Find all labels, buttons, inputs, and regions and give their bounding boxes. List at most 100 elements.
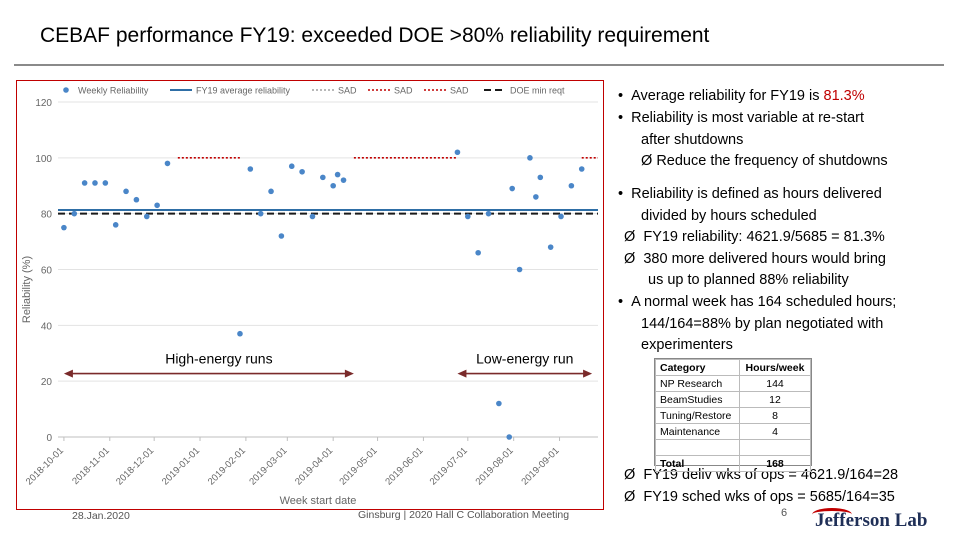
table-total-row: Total 168 [655, 455, 811, 472]
bullet-dot: • [618, 294, 624, 310]
x-tick-label: 2018-10-01 [24, 445, 66, 487]
data-point [516, 266, 523, 273]
arrow-bullet-icon: Ø [624, 229, 636, 245]
sub-bullet-sched-weeks-text: FY19 sched wks of ops = 5685/164=35 [643, 489, 895, 505]
x-tick-label: 2019-02-01 [206, 445, 248, 487]
data-point [454, 149, 461, 156]
arrow-left-icon [63, 369, 73, 378]
data-point [61, 224, 67, 231]
table-cell: BeamStudies [655, 391, 740, 408]
x-tick-label: 2019-08-01 [474, 445, 516, 487]
footer-date: 28.Jan.2020 [72, 510, 130, 522]
data-point [547, 244, 554, 250]
sub-bullet-fy19-reliability-text: FY19 reliability: 4621.9/5685 = 81.3% [643, 229, 885, 245]
data-point [320, 174, 326, 181]
y-tick-label: 120 [35, 98, 52, 109]
data-point [81, 180, 88, 186]
sub-bullet-shutdowns: Ø Reduce the frequency of shutdowns [641, 151, 888, 172]
y-tick-label: 100 [35, 154, 52, 165]
x-tick-label: 2018-12-01 [114, 445, 156, 487]
table-spacer-row [655, 439, 811, 456]
bullet-4-line1: A normal week has 164 scheduled hours; [631, 294, 897, 310]
chart-frame [16, 80, 604, 510]
legend-label: DOE min reqt [510, 86, 565, 96]
bullet-2: • Reliability is most variable at re-sta… [618, 108, 864, 129]
data-point [537, 174, 544, 181]
table-row: BeamStudies 12 [655, 391, 811, 408]
table-cell: Tuning/Restore [655, 407, 740, 424]
legend-label: SAD [450, 86, 469, 96]
arrow-bullet-icon: Ø [624, 251, 636, 267]
data-point [533, 194, 539, 200]
table-cell: 168 [739, 455, 811, 472]
x-tick-label: 2019-06-01 [383, 445, 425, 487]
arrow-bullet-icon: Ø [624, 489, 636, 505]
annotation-label: Low-energy run [476, 351, 573, 367]
data-point [288, 163, 295, 170]
y-tick-label: 0 [46, 433, 52, 444]
y-tick-label: 80 [41, 210, 53, 221]
data-point [102, 180, 109, 186]
bullet-dot: • [618, 88, 624, 104]
data-point [558, 213, 564, 220]
data-point [334, 171, 341, 178]
y-tick-label: 40 [41, 321, 53, 332]
table-cell: 12 [739, 391, 811, 408]
data-point [164, 160, 171, 167]
slide-title: CEBAF performance FY19: exceeded DOE >80… [40, 24, 710, 47]
arrow-bullet-icon: Ø [641, 153, 653, 169]
jefferson-lab-logo: Jefferson Lab [815, 510, 928, 531]
hours-per-week-table: Category Hours/week NP Research 144 Beam… [654, 358, 812, 472]
data-point [92, 180, 98, 186]
bullet-1: • Average reliability for FY19 is 81.3% [618, 86, 865, 107]
title-divider [14, 64, 944, 66]
x-tick-label: 2019-03-01 [247, 445, 289, 487]
bullet-4: • A normal week has 164 scheduled hours; [618, 292, 896, 313]
bullet-3-line2: divided by hours scheduled [641, 208, 817, 224]
data-point [485, 210, 492, 217]
arrow-left-icon [457, 369, 467, 378]
data-point [506, 434, 513, 440]
bullet-3-line1: Reliability is defined as hours delivere… [631, 186, 882, 202]
logo-swoosh-icon [812, 508, 852, 521]
data-point [123, 188, 129, 195]
data-point [568, 182, 575, 189]
x-tick-label: 2018-11-01 [70, 445, 112, 487]
data-point [268, 188, 274, 195]
y-tick-label: 60 [41, 266, 53, 277]
arrow-bullet-icon: Ø [624, 467, 636, 483]
data-point [340, 177, 347, 183]
x-axis-title: Week start date [280, 495, 357, 507]
x-tick-label: 2019-07-01 [428, 445, 470, 487]
table-cell: NP Research [655, 375, 740, 392]
bullet-4-line2: 144/164=88% by plan negotiated with [641, 316, 884, 332]
bullet-3: • Reliability is defined as hours delive… [618, 184, 882, 205]
sub-bullet-380-hours: Ø 380 more delivered hours would bring [624, 249, 886, 270]
legend-label: SAD [338, 86, 357, 96]
data-point [475, 249, 481, 256]
legend-label: SAD [394, 86, 413, 96]
data-point [465, 213, 471, 220]
legend-label: Weekly Reliability [78, 86, 149, 96]
x-tick-label: 2019-09-01 [520, 445, 562, 487]
data-point [154, 202, 160, 209]
x-tick-label: 2019-05-01 [338, 445, 380, 487]
sub-bullet-fy19-reliability: Ø FY19 reliability: 4621.9/5685 = 81.3% [624, 227, 885, 248]
table-header: Category [655, 359, 740, 376]
data-point [247, 166, 254, 172]
data-point [112, 222, 119, 228]
legend-label: FY19 average reliability [196, 86, 291, 96]
bullet-dot: • [618, 186, 624, 202]
data-point [527, 155, 533, 161]
table-cell: 8 [739, 407, 811, 424]
data-point [143, 213, 150, 220]
table-row: NP Research 144 [655, 375, 811, 392]
table-row: Tuning/Restore 8 [655, 407, 811, 424]
arrow-right-icon [583, 369, 593, 378]
annotation-label: High-energy runs [165, 351, 272, 367]
data-point [257, 210, 264, 217]
table-row: Maintenance 4 [655, 423, 811, 440]
bullet-dot: • [618, 110, 624, 126]
arrow-right-icon [344, 369, 354, 378]
